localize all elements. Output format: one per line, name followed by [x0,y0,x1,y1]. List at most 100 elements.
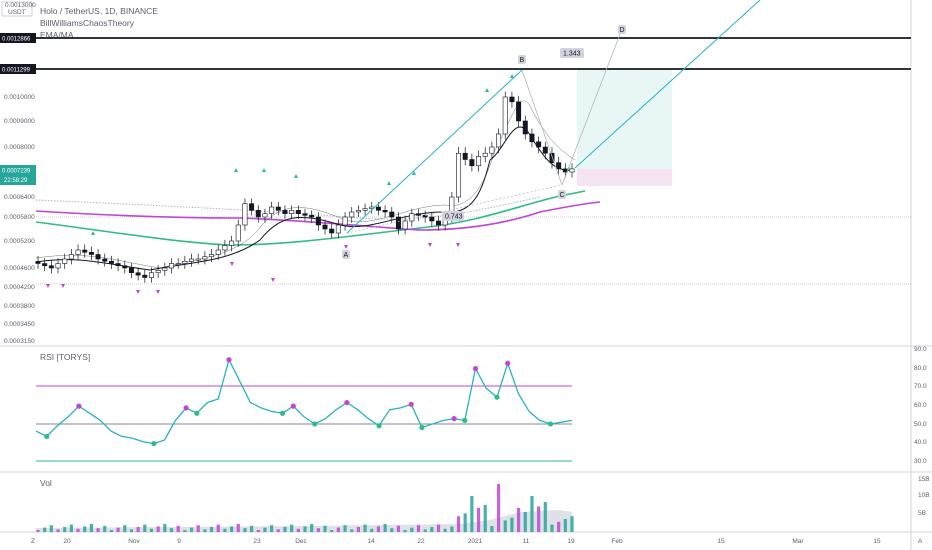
candle-bull [342,216,348,226]
price-tick-label: 0.0005800 [4,214,35,221]
volume-tick-label: 15B [918,476,930,483]
rsi-peak-dot [76,403,82,409]
volume-bar [316,528,320,532]
rsi-trough-dot [494,394,500,400]
current-price-tag [0,165,36,185]
price-tags[interactable]: 0.0012866 0.0011299 0.0007239 22:58:29 [0,33,36,185]
point-label-d: D [618,25,626,34]
volume-bar [303,526,307,532]
rsi-panel[interactable]: RSI [TORYS] 90.0 80.0 70.0 60.0 50.0 40.0 30.0 [35,346,927,465]
candle-bull [496,133,502,148]
volume-axis: 15B 10B 5B [918,476,930,517]
volume-bar [530,496,534,532]
volume-bar [510,517,514,532]
point-label-c: C [558,190,566,199]
rsi-tick-label: 70.0 [914,383,927,390]
candle-bull [222,245,228,251]
point-label-a: A [342,250,350,259]
candle-bull [355,210,361,213]
volume-panel[interactable]: Vol 15B 10B 5B [36,476,930,532]
candle-bull [148,272,154,278]
candle-bull [215,249,221,255]
alligator-black-line [35,126,573,271]
indicator-ema-ma[interactable]: EMA/MA [40,30,74,40]
rsi-line [35,357,573,445]
resistance-tag-2 [0,64,36,74]
fractal-down-marker [456,243,460,247]
zoom-icon[interactable]: Z [31,538,35,545]
candle-bear [516,101,522,122]
volume-bar [149,528,154,532]
candle-bull [476,156,482,167]
volume-bar [390,528,394,532]
volume-bar [76,528,80,532]
time-tick-label: 19 [567,538,575,545]
volume-bar [49,525,53,532]
candle-bear [88,251,94,255]
fractal-up-marker [294,174,298,178]
rsi-tick-label: 50.0 [914,421,927,428]
volume-bar [443,528,447,532]
abcd-pattern[interactable]: A B C D 1.343 0.743 [342,0,761,259]
currency-top-label: 0.0013000 [5,2,36,9]
volume-bar [403,530,407,532]
fractal-down-marker [136,290,140,294]
time-tick-label: Nov [128,538,140,545]
volume-bar [209,527,214,532]
volume-bar [363,524,367,532]
candle-bull [189,258,195,262]
candle-bull [195,258,201,261]
candle-bear [115,263,121,267]
fractal-down-marker [428,243,432,247]
volume-bar [290,524,294,532]
fractal-up-marker [485,88,489,92]
candle-bull [68,254,74,260]
volume-bar [523,512,527,532]
fractal-down-marker [230,262,234,266]
volume-bar [96,528,100,532]
rsi-trough-dot [44,433,50,440]
indicator-billwilliams[interactable]: BillWilliamsChaosTheory [40,18,135,28]
candle-bear [142,274,148,278]
price-tick-label: 0.0004200 [4,284,35,291]
volume-bar [203,529,207,532]
rsi-trough-dot [279,410,286,416]
volume-bar [550,524,554,532]
stop-zone [577,169,672,186]
fractal-down-marker [156,290,160,294]
alligator-grey-line [35,100,576,269]
volume-bar [189,527,194,532]
target-zone [577,69,672,186]
candlestick-series[interactable] [35,91,575,283]
time-tick-label: 22 [417,538,425,545]
candle-bear [462,152,468,160]
fractal-up-marker [387,181,391,185]
currency-box[interactable]: 0.0013000 USDT [1,1,36,17]
candle-bear [295,210,301,214]
fractal-down-marker [46,284,50,288]
candle-bear [82,249,88,253]
time-axis[interactable]: 20 Nov 9 23 Dec 14 22 2021 11 19 Feb 15 Mar 15 A Z [31,538,923,545]
candle-bull [402,220,408,230]
symbol-title[interactable]: Holo / TetherUS, 1D, BINANCE [40,6,158,16]
countdown-text: 22:58:29 [4,178,28,184]
time-tick-label: 20 [63,538,71,545]
candle-bear [42,263,48,267]
volume-bar [229,526,234,532]
rsi-tick-label: 30.0 [914,458,927,465]
ratio-1-text: 1.343 [563,51,581,58]
candle-bull [182,260,188,264]
candle-bear [542,146,548,154]
pattern-ac-dotted [346,184,563,234]
resistance-tag-2-text: 0.0011299 [2,68,31,74]
candle-bear [322,224,328,230]
price-tick-label: 0.0008000 [4,144,35,151]
candle-bull [175,263,181,266]
volume-bar [276,529,280,532]
price-axis[interactable]: 0.0010000 0.0009000 0.0008000 0.0006400 0.00… [4,94,35,345]
time-tick-label: Feb [611,538,623,545]
candle-bear [275,206,281,211]
volume-bar [156,526,160,532]
price-tick-label: 0.0003450 [4,321,35,328]
